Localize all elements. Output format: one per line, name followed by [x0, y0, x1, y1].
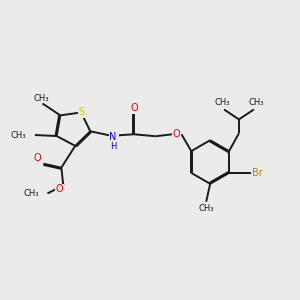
Text: O: O — [56, 184, 63, 194]
Text: S: S — [78, 107, 84, 118]
Text: CH₃: CH₃ — [11, 130, 26, 140]
Text: H: H — [110, 142, 116, 151]
Text: Br: Br — [252, 168, 263, 178]
Text: CH₃: CH₃ — [199, 204, 214, 213]
Text: CH₃: CH₃ — [248, 98, 263, 107]
Text: O: O — [130, 103, 138, 112]
Text: O: O — [34, 153, 41, 163]
Text: CH₃: CH₃ — [34, 94, 49, 103]
Text: CH₃: CH₃ — [214, 98, 230, 107]
Text: N: N — [110, 132, 117, 142]
Text: CH₃: CH₃ — [23, 189, 38, 198]
Text: O: O — [173, 129, 180, 139]
